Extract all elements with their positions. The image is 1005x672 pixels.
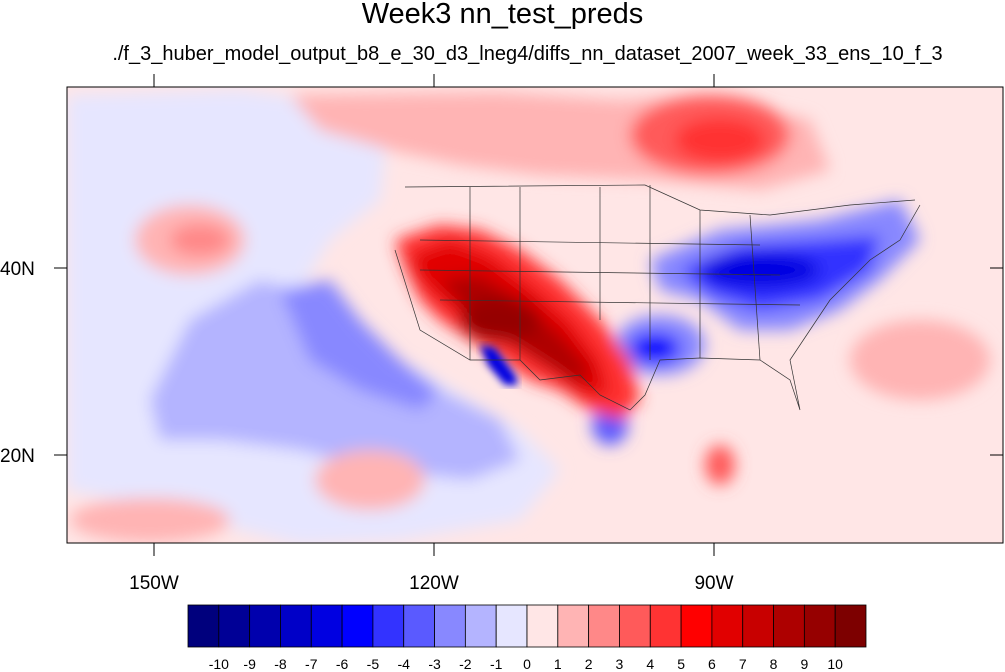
colorbar-box <box>280 604 312 648</box>
lon-label-90w: 90W <box>694 573 733 594</box>
lat-label-40n: 40N <box>0 259 35 280</box>
colorbar-label: -10 <box>209 656 229 672</box>
map-frame <box>66 86 1004 544</box>
colorbar-box <box>619 604 651 648</box>
lon-label-150w: 150W <box>129 573 179 594</box>
lon-label-120w: 120W <box>409 573 459 594</box>
colorbar-label: -5 <box>367 656 380 672</box>
colorbar: -10 -9 -8 -7 -6 -5 -4 -3 -2 -1 0 1 2 3 4 5 6 7 8 9 10 <box>187 604 867 672</box>
colorbar-box <box>742 604 774 648</box>
colorbar-label: -9 <box>243 656 256 672</box>
colorbar-box <box>464 604 497 648</box>
colorbar-box <box>649 604 682 648</box>
colorbar-label: 0 <box>523 656 531 672</box>
colorbar-box <box>403 604 435 648</box>
colorbar-label: -2 <box>459 656 472 672</box>
colorbar-label: 8 <box>770 656 778 672</box>
anomaly-field <box>67 90 990 543</box>
colorbar-box <box>803 604 836 648</box>
colorbar-box <box>187 604 220 648</box>
lat-label-20n: 20N <box>0 446 35 467</box>
map-title: Week3 nn_test_preds <box>361 0 644 30</box>
colorbar-box <box>372 604 405 648</box>
colorbar-label: -1 <box>490 656 503 672</box>
colorbar-label: 7 <box>739 656 747 672</box>
colorbar-label: 4 <box>646 656 654 672</box>
colorbar-label: -3 <box>428 656 441 672</box>
colorbar-label: -7 <box>305 656 318 672</box>
map-panel <box>67 87 1003 543</box>
colorbar-label: 2 <box>585 656 593 672</box>
colorbar-label: 6 <box>708 656 716 672</box>
colorbar-label: -6 <box>336 656 349 672</box>
colorbar-box <box>218 604 251 648</box>
political-boundaries <box>394 184 921 411</box>
colorbar-box <box>711 604 744 648</box>
colorbar-box <box>341 604 374 648</box>
colorbar-box <box>249 604 281 648</box>
colorbar-box <box>526 604 559 648</box>
colorbar-label: 10 <box>827 656 843 672</box>
colorbar-label: 3 <box>616 656 624 672</box>
colorbar-label: 9 <box>800 656 808 672</box>
colorbar-label: 1 <box>554 656 562 672</box>
axis-ticks <box>54 74 1003 556</box>
colorbar-box <box>434 604 466 648</box>
colorbar-label: -8 <box>274 656 287 672</box>
colorbar-box <box>588 604 620 648</box>
colorbar-box <box>680 604 713 648</box>
colorbar-box <box>495 604 528 648</box>
baja-anomaly <box>480 345 518 385</box>
colorbar-label: 5 <box>677 656 685 672</box>
colorbar-box <box>557 604 590 648</box>
colorbar-label: -4 <box>398 656 411 672</box>
colorbar-box <box>310 604 343 648</box>
colorbar-box <box>834 604 867 648</box>
colorbar-box <box>773 604 805 648</box>
map-subtitle: ./f_3_huber_model_output_b8_e_30_d3_lneg… <box>112 43 943 65</box>
